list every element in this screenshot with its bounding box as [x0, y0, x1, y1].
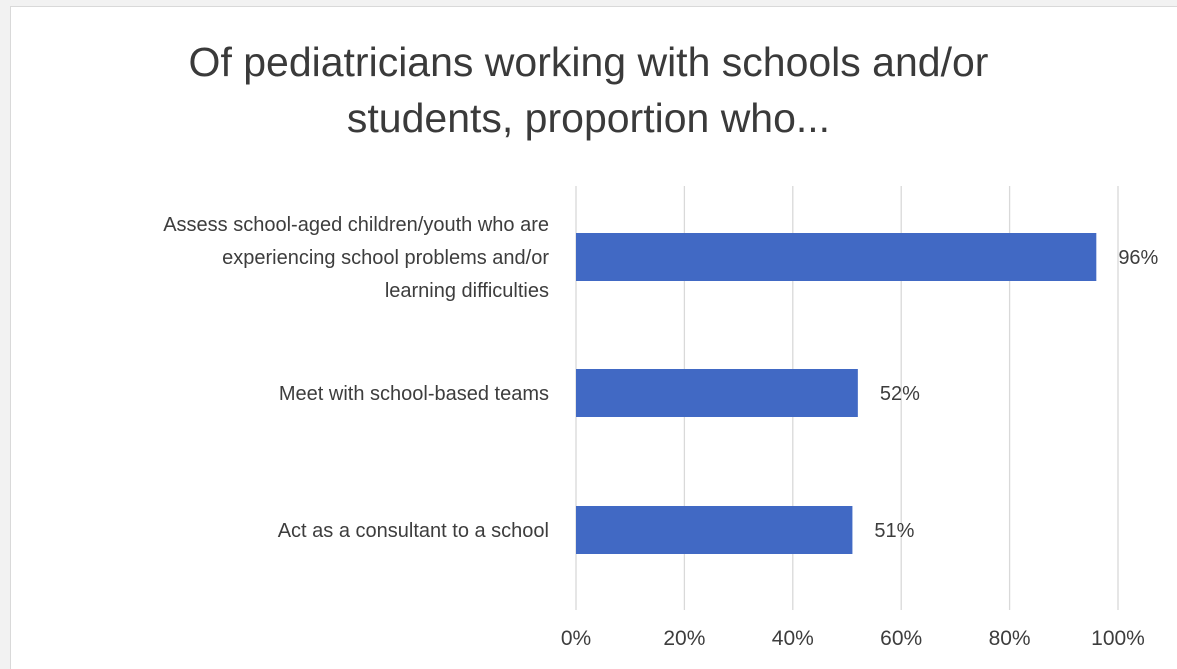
- category-label: experiencing school problems and/or: [222, 247, 549, 269]
- data-label-1: 96%: [1118, 247, 1158, 269]
- chart-frame: [10, 6, 1177, 669]
- x-tick-label: 40%: [772, 627, 814, 650]
- x-tick-label: 20%: [663, 627, 705, 650]
- category-label: learning difficulties: [385, 280, 549, 302]
- category-label: Assess school-aged children/youth who ar…: [163, 214, 549, 236]
- x-tick-label: 0%: [561, 627, 591, 650]
- bar-3: [576, 506, 853, 554]
- category-label: Meet with school-based teams: [279, 383, 549, 405]
- data-label-3: 51%: [874, 520, 914, 542]
- chart-title-line-2: students, proportion who...: [346, 95, 831, 141]
- x-tick-label: 80%: [989, 627, 1031, 650]
- x-tick-label: 60%: [880, 627, 922, 650]
- x-tick-label: 100%: [1091, 627, 1145, 650]
- category-label: Act as a consultant to a school: [278, 520, 549, 542]
- chart-title-line-1: Of pediatricians working with schools an…: [188, 39, 989, 85]
- chart-title: Of pediatricians working with schools an…: [0, 34, 1177, 146]
- bar-1: [576, 233, 1097, 281]
- data-label-2: 52%: [880, 383, 920, 405]
- bar-2: [576, 369, 858, 417]
